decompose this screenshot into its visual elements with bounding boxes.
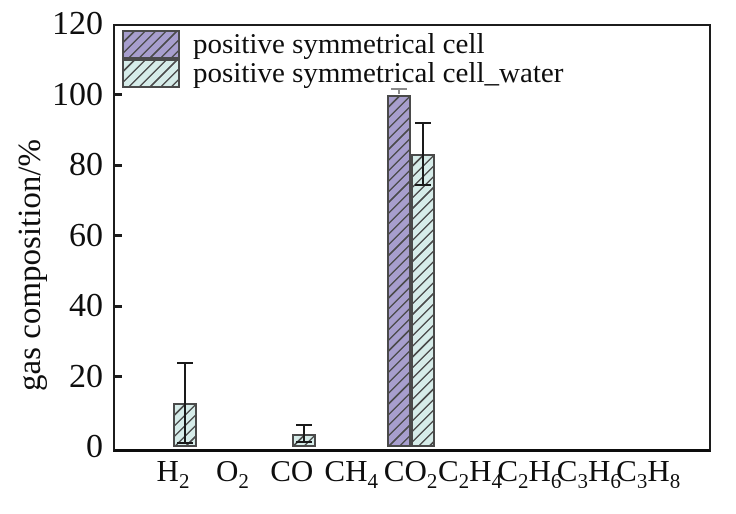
y-tick-label: 120 xyxy=(52,5,103,42)
legend-item: positive symmetrical cell xyxy=(122,30,563,59)
error-bar-line xyxy=(397,89,400,95)
error-bar-line xyxy=(184,363,186,443)
error-bar-cap xyxy=(295,440,312,443)
y-tick-label: 100 xyxy=(52,75,103,113)
x-tick-label: CO xyxy=(270,453,314,488)
x-tick-label: CH4 xyxy=(324,453,378,494)
bar xyxy=(386,94,411,447)
y-tick-label: 80 xyxy=(69,146,103,183)
legend: positive symmetrical cell positive symmet… xyxy=(122,30,563,88)
legend-item-label: positive symmetrical cell xyxy=(193,28,485,60)
bar xyxy=(410,154,435,447)
error-bar-cap xyxy=(177,441,193,444)
x-tick-label: O2 xyxy=(215,453,249,494)
y-tick-label: 40 xyxy=(69,287,103,324)
y-tick-mark xyxy=(113,163,122,167)
x-tick-label: H2 xyxy=(156,453,190,494)
legend-item: positive symmetrical cell_water xyxy=(122,59,563,88)
error-bar-cap xyxy=(414,122,431,125)
y-tick-mark xyxy=(113,375,122,378)
x-tick-label: C2H6 xyxy=(497,453,562,494)
error-bar-line xyxy=(302,425,305,442)
error-bar-line xyxy=(421,123,424,186)
x-tick-label: C3H8 xyxy=(616,453,681,494)
x-tick-label: C2H4 xyxy=(437,453,503,494)
x-tick-label: C3H6 xyxy=(556,453,621,494)
x-tick-label: CO2 xyxy=(383,453,438,494)
error-bar-cap xyxy=(414,184,431,187)
error-bar-cap xyxy=(390,88,407,91)
y-tick-mark xyxy=(113,304,122,308)
error-bar-cap xyxy=(177,362,193,365)
error-bar-cap xyxy=(295,424,312,427)
legend-swatch xyxy=(122,30,180,59)
y-tick-mark xyxy=(113,234,122,237)
legend-item-label: positive symmetrical cell_water xyxy=(193,57,564,89)
y-tick-label: 20 xyxy=(69,357,103,395)
y-tick-label: 60 xyxy=(69,216,103,254)
legend-swatch xyxy=(122,59,180,88)
y-tick-mark xyxy=(113,93,122,96)
y-tick-label: 0 xyxy=(86,428,103,465)
